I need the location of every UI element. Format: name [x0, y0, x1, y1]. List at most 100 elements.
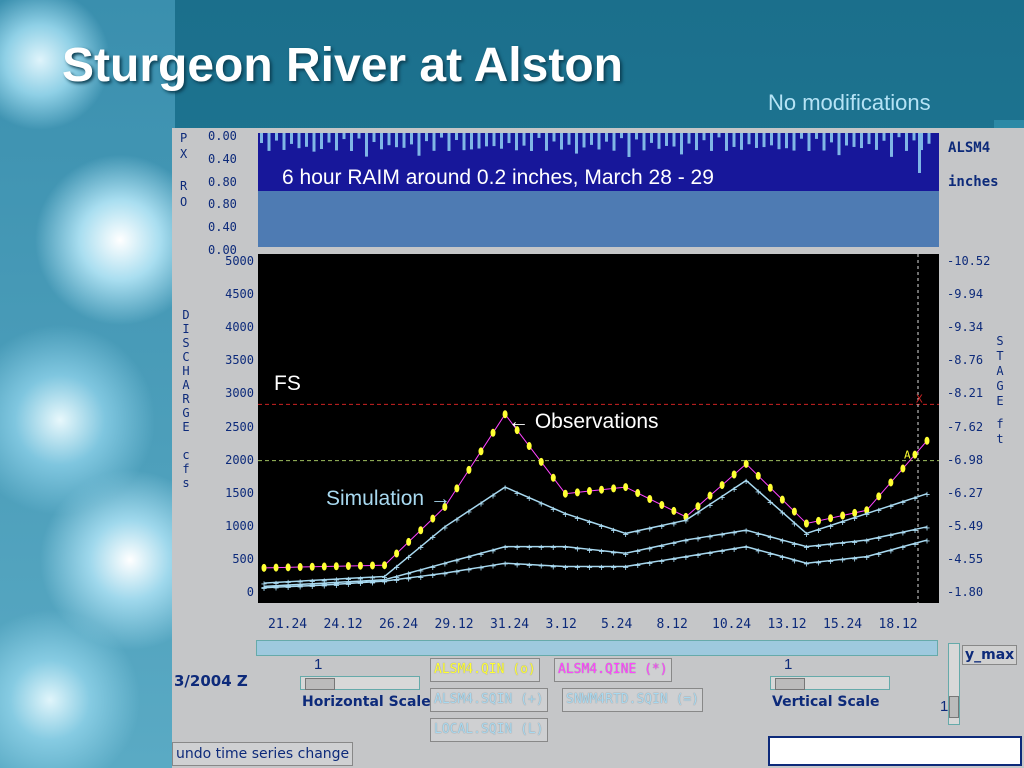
simulation-point: + — [599, 563, 605, 574]
simulation-point: + — [599, 521, 605, 532]
rain-bar — [792, 133, 796, 151]
simulation-point: + — [864, 553, 870, 564]
series-line-1 — [263, 479, 928, 584]
simulation-point: + — [671, 519, 677, 530]
observation-point — [611, 484, 617, 493]
rain-bar — [605, 133, 608, 142]
simulation-point: + — [382, 572, 388, 583]
simulation-point: + — [876, 549, 882, 560]
simulation-point: + — [478, 563, 484, 574]
observation-point — [731, 470, 737, 479]
simulation-point: + — [478, 499, 484, 510]
series-toggle-2[interactable]: ALSM4.SQIN (+) — [430, 688, 548, 712]
stage-tick: -6.98 — [947, 452, 984, 467]
simulation-point: + — [683, 536, 689, 547]
simulation-point: + — [840, 555, 846, 566]
rain-bar — [402, 133, 406, 148]
marker-a: A — [904, 449, 911, 462]
rain-bar — [687, 133, 691, 144]
simulation-point: + — [442, 559, 448, 570]
axis-char: A — [996, 364, 1004, 378]
status-field — [768, 736, 1022, 766]
simulation-point: + — [261, 579, 267, 590]
discharge-tick: 500 — [232, 551, 254, 566]
time-tick: 21.24 — [268, 617, 308, 632]
vscale-value: 1 — [784, 656, 793, 673]
simulation-point: + — [683, 553, 689, 564]
rain-bar — [522, 133, 526, 146]
undo-button[interactable]: undo time series change — [172, 742, 354, 766]
hscale-slider[interactable] — [300, 676, 420, 690]
rain-bar — [447, 133, 451, 151]
rain-bars — [260, 133, 931, 173]
time-tick: 24.12 — [323, 617, 363, 632]
discharge-tick: 5000 — [225, 254, 254, 268]
vscale-slider[interactable] — [770, 676, 890, 690]
time-scrollbar[interactable] — [256, 640, 938, 656]
series-line-2 — [263, 526, 928, 588]
ymax-handle[interactable] — [949, 696, 959, 718]
hydrograph-svg: + + + + + + + + + + + + + + + + + + + + + + + + + + + + + + + + + + + + + + + +… — [258, 254, 939, 603]
rain-axis-spacer — [180, 162, 187, 178]
axis-char: G — [996, 379, 1004, 393]
simulation-point: + — [623, 549, 629, 560]
rain-annotation: 6 hour RAIM around 0.2 inches, March 28 … — [282, 166, 714, 189]
rain-bar — [627, 133, 631, 157]
rain-bar — [567, 133, 571, 145]
stage-axis-label: S T A G E f t — [994, 334, 1006, 447]
simulation-point: + — [490, 546, 496, 557]
rain-bar — [500, 133, 503, 149]
series-toggle-0[interactable]: ALSM4.QIN (o) — [430, 658, 540, 682]
rain-bar — [845, 133, 848, 146]
simulation-point: + — [840, 518, 846, 529]
simulation-point: + — [394, 575, 400, 586]
simulation-point: + — [719, 530, 725, 541]
snowflake-decoration — [0, 0, 175, 768]
observation-point — [900, 464, 906, 473]
rain-bar — [867, 133, 871, 145]
observation-point — [707, 491, 713, 500]
rain-unit-label: inches — [948, 174, 999, 190]
simulation-point: + — [345, 579, 351, 590]
hscale-handle[interactable] — [305, 678, 335, 690]
rain-bar — [740, 133, 743, 150]
simulation-point: + — [285, 578, 291, 589]
rain-bar — [597, 133, 601, 150]
observation-point — [779, 495, 785, 504]
stage-tick: -8.76 — [947, 353, 984, 368]
simulation-point: + — [888, 502, 894, 513]
observation-point — [357, 561, 363, 570]
discharge-tick: 2500 — [225, 419, 254, 434]
rain-bar — [672, 133, 676, 147]
observation-point — [490, 428, 496, 437]
rain-bar — [327, 133, 331, 143]
series-toggle-3[interactable]: SNWM4RTD.SQIN (=) — [562, 688, 704, 712]
vscale-handle[interactable] — [775, 678, 805, 690]
observation-point — [273, 563, 279, 572]
rain-bar — [477, 133, 481, 149]
simulation-point: + — [900, 543, 906, 554]
stage-tick: -9.94 — [947, 287, 984, 302]
ymax-slider[interactable] — [948, 643, 960, 725]
simulation-point: + — [671, 539, 677, 550]
simulation-point: + — [828, 557, 834, 568]
discharge-tick: 3000 — [225, 386, 254, 401]
simulation-point: + — [611, 563, 617, 574]
simulation-point: + — [586, 518, 592, 529]
series-toggle-4[interactable]: LOCAL.SQIN (L) — [430, 718, 548, 742]
discharge-axis-label: D I S C H A R G E c f s — [180, 308, 192, 490]
simulation-point: + — [888, 546, 894, 557]
hscale-label: Horizontal Scale — [302, 694, 431, 710]
stage-tick: -8.21 — [947, 386, 984, 401]
observation-point — [599, 485, 605, 494]
series-toggle-1[interactable]: ALSM4.QINE (*) — [554, 658, 672, 682]
simulation-point: + — [514, 543, 520, 554]
observation-point — [719, 481, 725, 490]
simulation-point: + — [840, 539, 846, 550]
simulation-point: + — [779, 508, 785, 519]
series-line-3 — [263, 539, 928, 589]
observation-point — [502, 410, 508, 419]
simulation-point: + — [852, 537, 858, 548]
rain-ticks-bottom: 0.80 0.40 0.00 — [208, 193, 237, 262]
simulation-point: + — [852, 514, 858, 525]
